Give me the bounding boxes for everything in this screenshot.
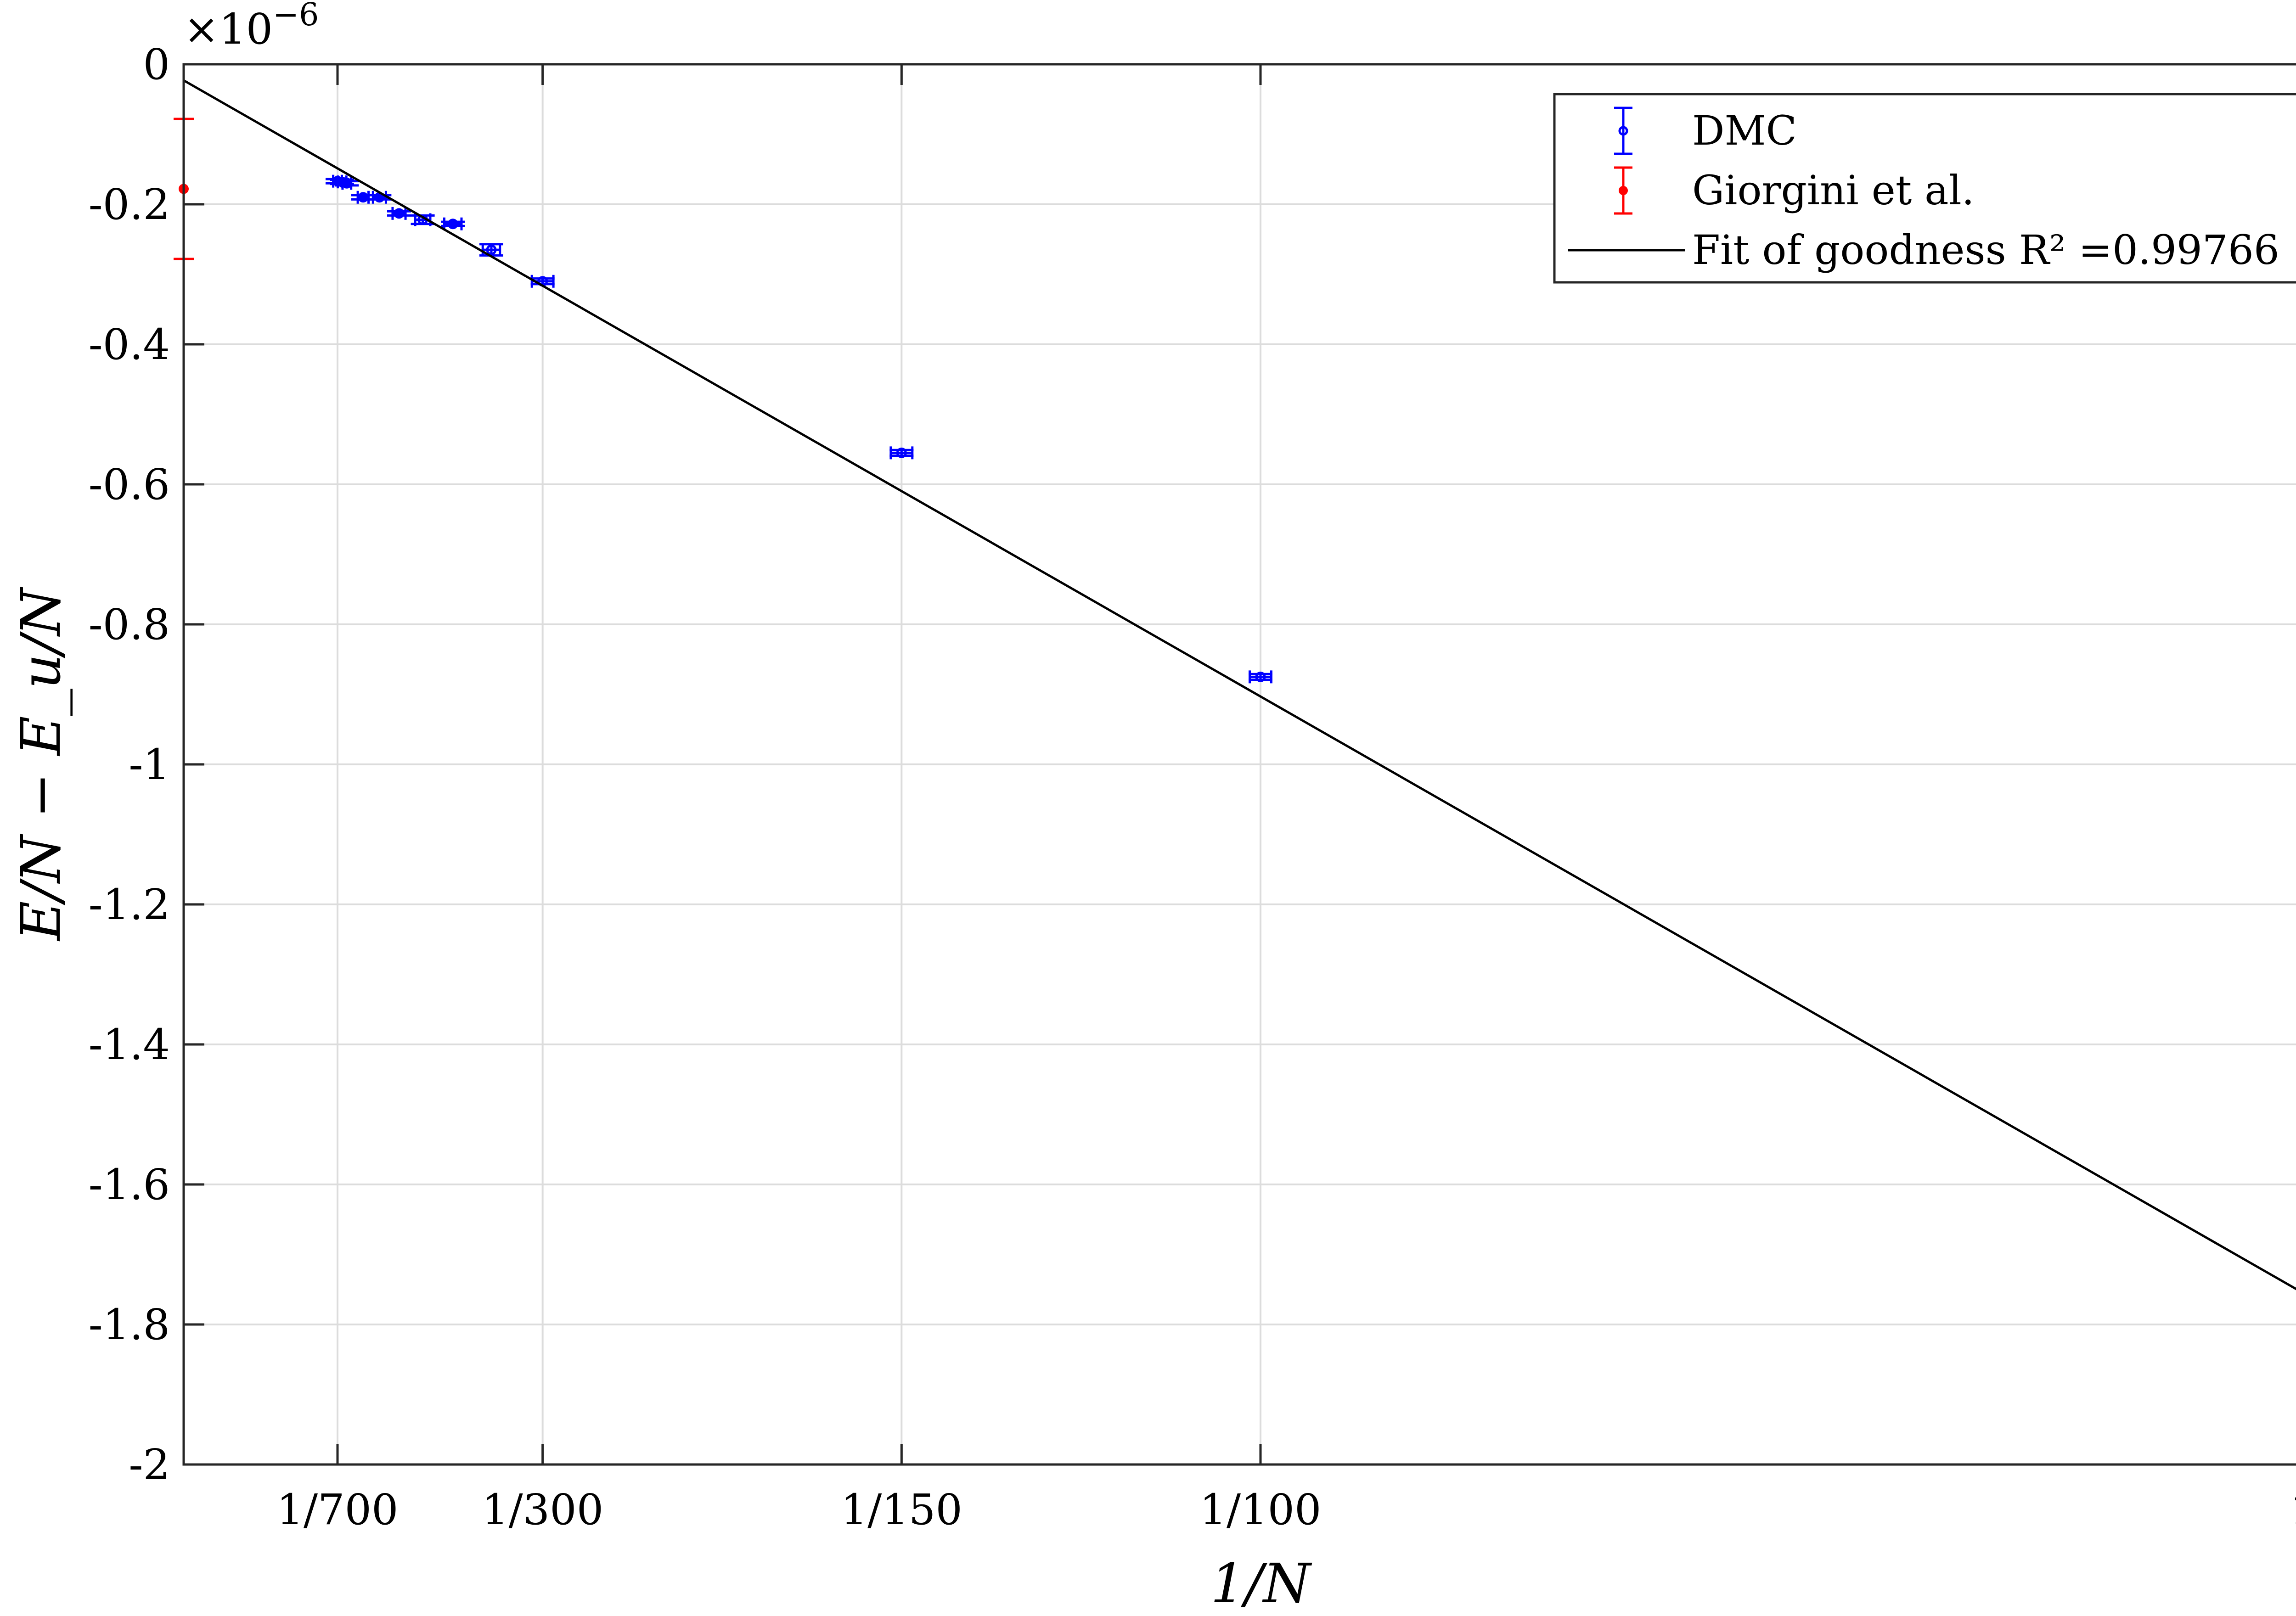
marker-circle (341, 178, 352, 189)
legend-items: DMC Giorgini et al. Fit of goodness R² =0.… (1568, 107, 2279, 274)
data-point (367, 191, 392, 204)
marker-circle (486, 244, 497, 255)
y-tick-label: -0.8 (89, 600, 170, 649)
marker-circle (1255, 671, 1266, 682)
x-tick-label: 1/150 (841, 1485, 962, 1534)
legend-marker (1619, 186, 1628, 195)
series-fit-line (183, 79, 2296, 1291)
tick-labels: 0 -0.2 -0.4 -0.6 -0.8 -1 -1.2 -1.4 -1.6 -1.8 -2 1/7… (89, 40, 2296, 1534)
data-point (889, 446, 914, 460)
marker-circle (358, 192, 369, 203)
legend-item: Giorgini et al. (1614, 166, 1975, 215)
marker-circle (394, 208, 405, 219)
y-axis-multiplier: ×10−6 (184, 0, 319, 54)
legend-label: DMC (1692, 107, 1797, 154)
marker-circle (896, 447, 907, 458)
y-tick-label: -1.4 (89, 1020, 170, 1069)
y-tick-label: -0.4 (89, 320, 170, 369)
x-tick-label: 1/700 (276, 1485, 398, 1534)
y-tick-label: 0 (143, 40, 170, 89)
legend: DMC Giorgini et al. Fit of goodness R² =0.… (1553, 93, 2296, 284)
fit-line (183, 79, 2296, 1291)
y-tick-label: -1 (129, 740, 170, 789)
legend-marker (1618, 126, 1628, 136)
series-dmc (325, 174, 1272, 684)
x-axis-title: 1/N (1210, 1552, 1312, 1615)
legend-item: DMC (1614, 107, 1797, 155)
data-point (335, 177, 359, 190)
x-tick-label: 1/50 (2290, 1485, 2296, 1534)
y-tick-label: -2 (129, 1440, 170, 1489)
marker-circle (447, 219, 458, 230)
data-point (479, 243, 503, 257)
data-point (411, 213, 435, 226)
legend-label: Fit of goodness R² =0.99766 (1692, 226, 2279, 274)
y-axis-title: E/N − E_u/N (9, 587, 73, 942)
legend-label: Giorgini et al. (1692, 167, 1975, 214)
legend-item: Fit of goodness R² =0.99766 (1568, 226, 2279, 274)
y-tick-label: -1.2 (89, 880, 170, 929)
y-tick-label: -0.6 (89, 460, 170, 509)
axis-ticks (184, 63, 1262, 1466)
y-tick-label: -1.8 (89, 1300, 170, 1349)
x-tick-label: 1/100 (1199, 1485, 1321, 1534)
data-point (1249, 670, 1272, 684)
x-tick-label: 1/300 (482, 1485, 603, 1534)
data-point (387, 207, 411, 220)
data-point (351, 191, 375, 204)
y-tick-label: -1.6 (89, 1160, 170, 1209)
y-tick-label: -0.2 (89, 180, 170, 229)
